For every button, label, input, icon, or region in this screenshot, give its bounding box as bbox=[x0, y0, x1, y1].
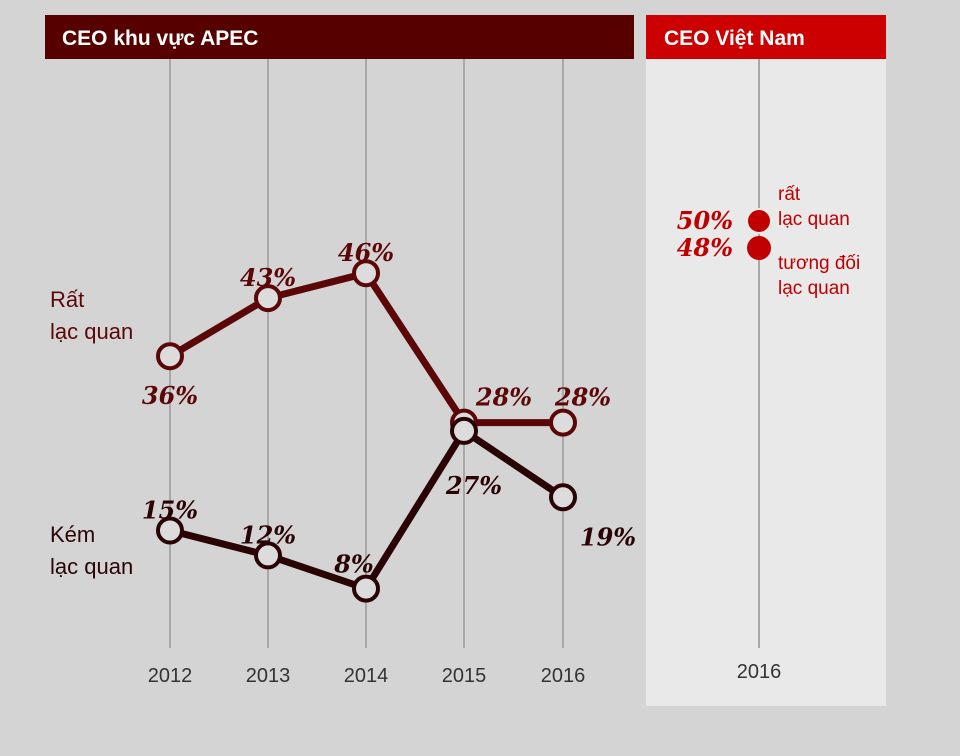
data-label: 48% bbox=[677, 233, 733, 262]
data-label: 27% bbox=[445, 471, 502, 500]
data-label: 12% bbox=[240, 520, 296, 549]
data-label: 36% bbox=[142, 381, 198, 410]
data-label: 15% bbox=[142, 496, 198, 525]
series-name: Rất bbox=[50, 287, 84, 312]
apec-title: CEO khu vực APEC bbox=[62, 27, 258, 50]
data-point bbox=[254, 284, 282, 313]
data-point bbox=[352, 574, 380, 603]
series-name: lạc quan bbox=[778, 209, 850, 230]
x-tick-label: 2016 bbox=[737, 661, 782, 683]
x-tick-label: 2013 bbox=[246, 665, 291, 687]
data-point bbox=[156, 342, 184, 371]
data-point bbox=[450, 416, 478, 445]
data-point bbox=[747, 236, 771, 260]
data-point bbox=[549, 483, 577, 512]
data-label: 19% bbox=[580, 522, 636, 551]
x-tick-label: 2015 bbox=[442, 665, 487, 687]
x-tick-label: 2012 bbox=[148, 665, 193, 687]
series-name: tương đối bbox=[778, 253, 860, 274]
data-label: 28% bbox=[554, 383, 611, 412]
x-tick-label: 2014 bbox=[344, 665, 389, 687]
data-point bbox=[352, 259, 380, 288]
data-point bbox=[156, 516, 184, 545]
data-label: 43% bbox=[240, 263, 296, 292]
data-label: 46% bbox=[338, 238, 394, 267]
vietnam-panel-bg bbox=[646, 59, 886, 706]
series-name: lạc quan bbox=[778, 278, 850, 299]
data-point bbox=[549, 408, 577, 437]
series-name: lạc quan bbox=[50, 554, 133, 579]
x-tick-label: 2016 bbox=[541, 665, 586, 687]
apec-header bbox=[45, 15, 634, 59]
data-label: 50% bbox=[677, 206, 733, 235]
vietnam-title: CEO Việt Nam bbox=[664, 27, 805, 50]
series-name: rất bbox=[778, 184, 801, 205]
data-label: 8% bbox=[333, 550, 374, 579]
series-name: Kém bbox=[50, 522, 95, 547]
data-point bbox=[746, 208, 772, 234]
data-point bbox=[254, 541, 282, 570]
series-name: lạc quan bbox=[50, 319, 133, 344]
data-label: 28% bbox=[475, 383, 532, 412]
vietnam-header bbox=[646, 15, 886, 59]
